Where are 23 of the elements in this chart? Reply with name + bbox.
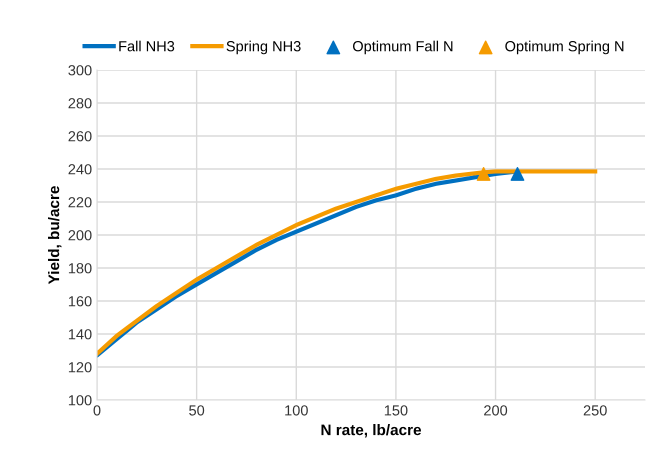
y-tick-label: 200 (68, 230, 92, 240)
y-tick-label: 120 (68, 362, 92, 372)
x-tick-label: 0 (94, 405, 100, 416)
y-tick-label: 180 (68, 263, 92, 274)
legend-label: Optimum Spring N (505, 40, 624, 54)
x-axis-title: N rate, lb/acre (322, 424, 422, 438)
x-tick-label: 200 (484, 405, 508, 416)
y-tick-label: 300 (68, 65, 92, 76)
y-tick-label: 220 (68, 197, 92, 208)
legend-label: Optimum Fall N (352, 40, 452, 54)
legend-label: Spring NH3 (226, 40, 301, 54)
x-tick-label: 150 (384, 405, 408, 416)
y-axis-title: Yield, bu/acre (48, 186, 62, 284)
y-tick-label: 160 (68, 296, 92, 306)
y-tick-label: 260 (68, 131, 92, 142)
y-tick-label: 100 (68, 395, 92, 406)
y-tick-label: 240 (68, 164, 92, 174)
y-tick-label: 140 (68, 329, 92, 340)
x-tick-label: 100 (285, 405, 308, 416)
x-tick-label: 50 (189, 405, 204, 416)
legend-label: Fall NH3 (119, 40, 174, 52)
y-tick-label: 280 (68, 98, 92, 108)
x-tick-label: 250 (584, 405, 607, 416)
